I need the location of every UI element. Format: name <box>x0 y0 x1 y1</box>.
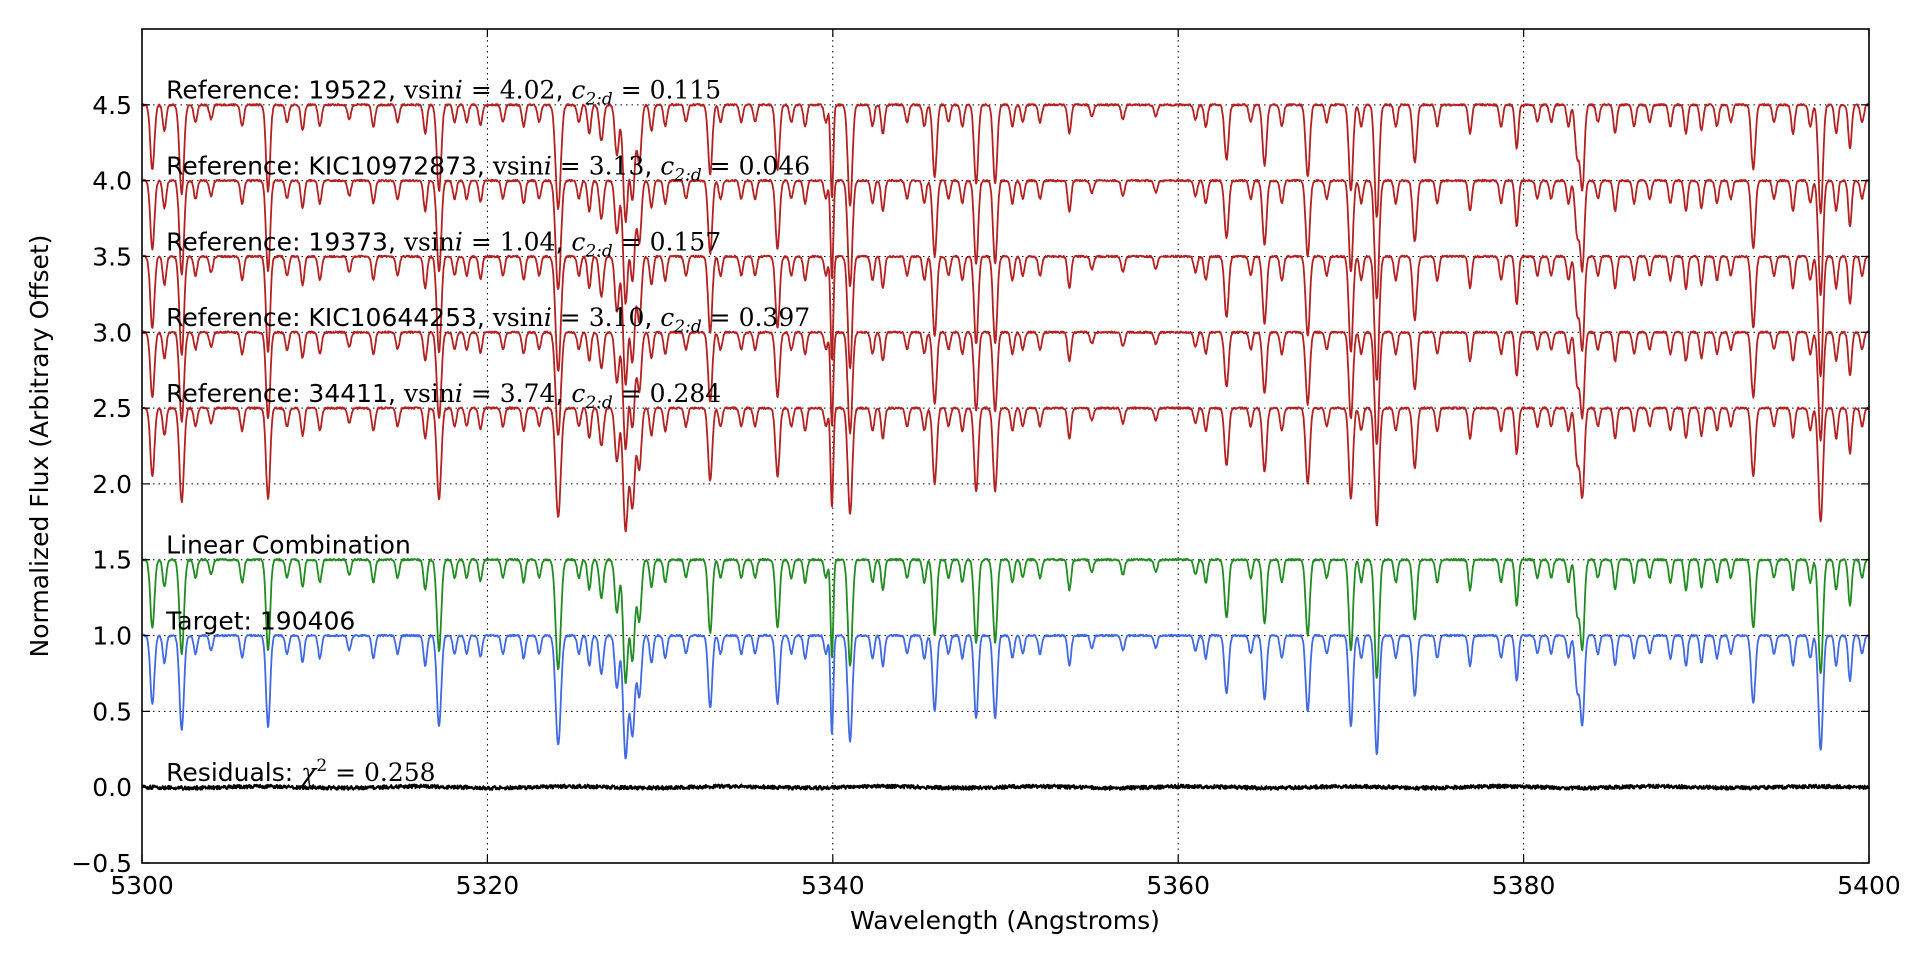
series-label-target: Target: 190406 <box>165 606 355 635</box>
y-tick-label: 1.5 <box>92 546 132 575</box>
plot-frame <box>141 28 1870 864</box>
series-label-reference: Reference: 19522, vsini = 4.02, c2:d = 0… <box>166 76 721 110</box>
series-line-reference <box>142 406 1869 533</box>
y-tick-label: 2.5 <box>92 394 132 423</box>
series-label-reference: Reference: KIC10644253, vsini = 3.10, c2… <box>166 303 810 337</box>
y-tick-label: 3.5 <box>92 242 132 271</box>
x-tick-label: 5300 <box>110 871 174 900</box>
y-tick-label: 3.0 <box>92 318 132 347</box>
axis-ticks: 5300 5320 5340 5360 5380 5400 −0.5 0.0 0.5 1.0 1.5… <box>71 29 1901 900</box>
series-label-reference: Reference: 19373, vsini = 1.04, c2:d = 0… <box>166 227 721 261</box>
series-annotations: Reference: 19522, vsini = 4.02, c2:d = 0… <box>165 76 810 787</box>
series-label-residuals: Residuals: χ2 = 0.258 <box>166 756 435 787</box>
x-tick-label: 5340 <box>801 871 865 900</box>
y-tick-label: 1.0 <box>92 622 132 651</box>
series-line-reference <box>142 254 1869 386</box>
series-label-reference: Reference: KIC10972873, vsini = 3.13, c2… <box>166 151 810 185</box>
series-line-linear_combination <box>142 557 1869 684</box>
x-tick-label: 5400 <box>1837 871 1901 900</box>
y-axis-label: Normalized Flux (Arbitrary Offset) <box>25 235 54 658</box>
x-axis-label: Wavelength (Angstroms) <box>850 906 1160 935</box>
y-tick-label: 0.5 <box>92 697 132 726</box>
series-label-linear_combination: Linear Combination <box>166 531 411 560</box>
series-line-target <box>142 633 1869 760</box>
x-tick-label: 5320 <box>456 871 520 900</box>
y-tick-label: 2.0 <box>92 470 132 499</box>
x-tick-label: 5360 <box>1146 871 1210 900</box>
series-line-reference <box>142 330 1869 451</box>
y-tick-label: 4.0 <box>92 167 132 196</box>
y-tick-label: 0.0 <box>92 773 132 802</box>
series-line-reference <box>142 103 1869 224</box>
series-line-residuals <box>142 783 1869 791</box>
y-tick-label: 4.5 <box>92 91 132 120</box>
series-line-reference <box>142 178 1869 305</box>
series-label-reference: Reference: 34411, vsini = 3.74, c2:d = 0… <box>166 379 721 413</box>
y-tick-label: −0.5 <box>71 849 132 878</box>
spectra-series <box>142 103 1869 791</box>
x-tick-label: 5380 <box>1492 871 1556 900</box>
